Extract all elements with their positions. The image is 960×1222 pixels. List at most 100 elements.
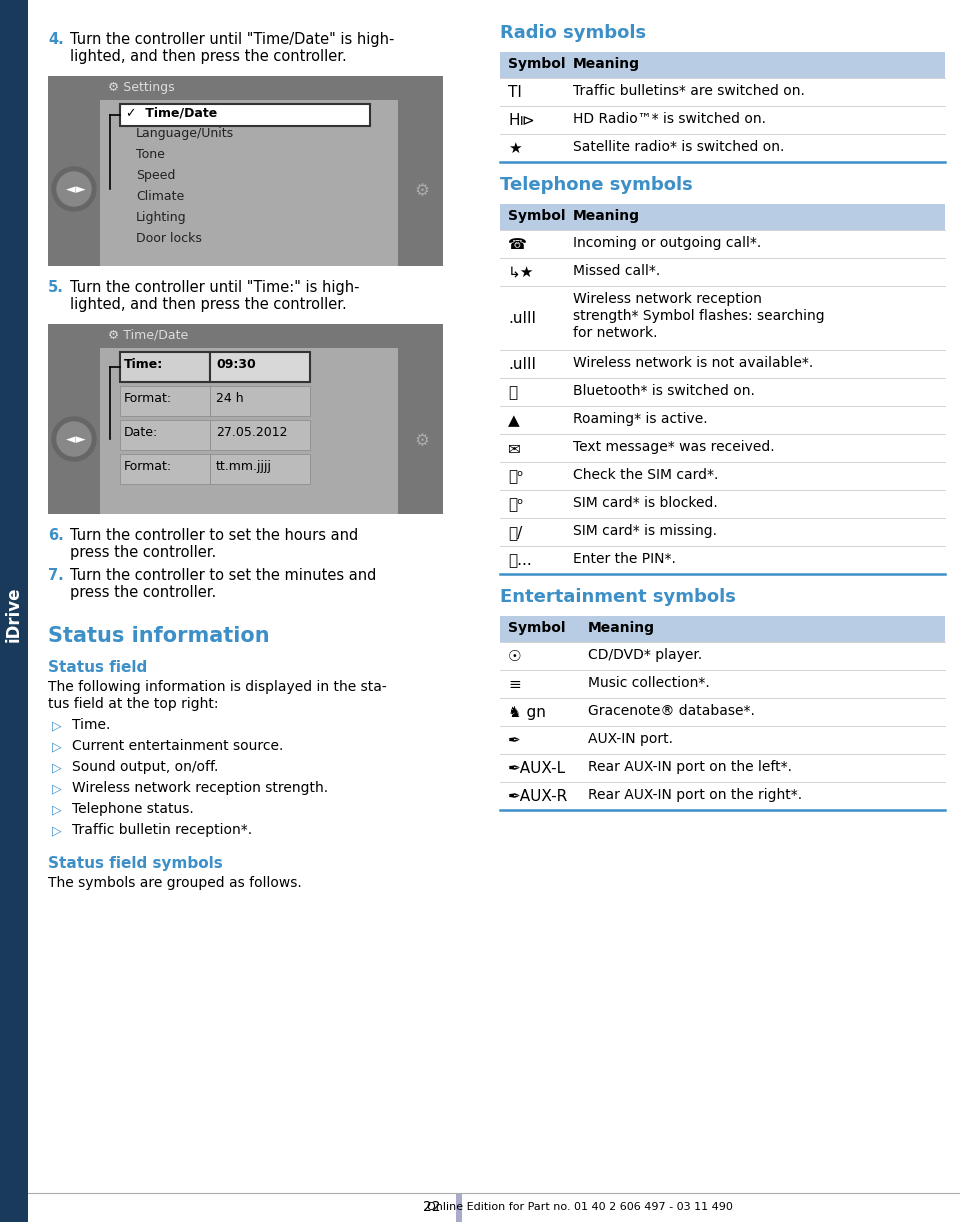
Text: tus field at the top right:: tus field at the top right: bbox=[48, 697, 219, 711]
Text: ⎓...: ⎓... bbox=[508, 554, 532, 568]
Text: ◄: ◄ bbox=[66, 433, 76, 446]
Circle shape bbox=[57, 422, 91, 456]
Bar bbox=[48, 324, 100, 514]
Bar bbox=[500, 204, 945, 230]
Text: Meaning: Meaning bbox=[573, 209, 640, 222]
Text: H⧐: H⧐ bbox=[508, 112, 535, 128]
Bar bbox=[120, 420, 210, 450]
Text: Status field: Status field bbox=[48, 660, 147, 675]
Text: 24 h: 24 h bbox=[216, 392, 244, 404]
Text: The symbols are grouped as follows.: The symbols are grouped as follows. bbox=[48, 876, 301, 890]
Text: Status field symbols: Status field symbols bbox=[48, 855, 223, 871]
Text: 09:30: 09:30 bbox=[216, 358, 255, 371]
Bar bbox=[500, 616, 945, 642]
Text: .uIII: .uIII bbox=[508, 357, 536, 371]
Bar bbox=[500, 53, 945, 78]
Text: Time:: Time: bbox=[124, 358, 163, 371]
Text: lighted, and then press the controller.: lighted, and then press the controller. bbox=[70, 297, 347, 312]
Text: Missed call*.: Missed call*. bbox=[573, 264, 660, 277]
Text: Entertainment symbols: Entertainment symbols bbox=[500, 588, 736, 606]
Text: Online Edition for Part no. 01 40 2 606 497 - 03 11 490: Online Edition for Part no. 01 40 2 606 … bbox=[427, 1202, 732, 1212]
Text: press the controller.: press the controller. bbox=[70, 585, 216, 600]
Text: 5.: 5. bbox=[48, 280, 64, 295]
Text: ▷: ▷ bbox=[52, 719, 61, 732]
Text: Symbol: Symbol bbox=[508, 209, 565, 222]
Text: ⎓/: ⎓/ bbox=[508, 525, 522, 540]
Text: Wireless network is not available*.: Wireless network is not available*. bbox=[573, 356, 813, 370]
Text: Current entertainment source.: Current entertainment source. bbox=[72, 739, 283, 753]
Text: ▷: ▷ bbox=[52, 782, 61, 796]
Text: Wireless network reception: Wireless network reception bbox=[573, 292, 762, 306]
Text: Satellite radio* is switched on.: Satellite radio* is switched on. bbox=[573, 141, 784, 154]
Text: AUX-IN port.: AUX-IN port. bbox=[588, 732, 673, 745]
Text: press the controller.: press the controller. bbox=[70, 545, 216, 560]
Text: ▷: ▷ bbox=[52, 824, 61, 837]
Text: Lighting: Lighting bbox=[136, 211, 186, 224]
Text: Speed: Speed bbox=[136, 169, 176, 182]
Text: Telephone status.: Telephone status. bbox=[72, 802, 194, 816]
Text: ⎓ᵒ: ⎓ᵒ bbox=[508, 497, 523, 512]
Bar bbox=[48, 76, 443, 266]
Text: Format:: Format: bbox=[124, 392, 172, 404]
Text: ☎: ☎ bbox=[508, 237, 527, 252]
Text: strength* Symbol flashes: searching: strength* Symbol flashes: searching bbox=[573, 309, 825, 323]
Text: ⚙ Time/Date: ⚙ Time/Date bbox=[108, 329, 188, 342]
Bar bbox=[100, 348, 398, 514]
Text: CD/DVD* player.: CD/DVD* player. bbox=[588, 648, 703, 662]
Bar bbox=[0, 0, 28, 1222]
Circle shape bbox=[52, 417, 96, 461]
Text: ★: ★ bbox=[508, 141, 521, 156]
Text: ►: ► bbox=[76, 183, 85, 196]
Text: Climate: Climate bbox=[136, 189, 184, 203]
Text: ⚙ Settings: ⚙ Settings bbox=[108, 81, 175, 94]
Bar bbox=[100, 76, 398, 100]
Text: for network.: for network. bbox=[573, 326, 658, 340]
Bar bbox=[398, 76, 443, 266]
Text: Rear AUX-IN port on the right*.: Rear AUX-IN port on the right*. bbox=[588, 788, 803, 802]
Text: ✒AUX-L: ✒AUX-L bbox=[508, 761, 566, 776]
Text: Language/Units: Language/Units bbox=[136, 127, 234, 141]
Text: Format:: Format: bbox=[124, 459, 172, 473]
Bar bbox=[100, 100, 398, 266]
Bar bbox=[48, 76, 100, 266]
Text: Check the SIM card*.: Check the SIM card*. bbox=[573, 468, 718, 481]
Text: tt.mm.jjjj: tt.mm.jjjj bbox=[216, 459, 272, 473]
Text: Music collection*.: Music collection*. bbox=[588, 676, 709, 690]
Circle shape bbox=[403, 171, 439, 207]
Text: Wireless network reception strength.: Wireless network reception strength. bbox=[72, 781, 328, 796]
Text: Telephone symbols: Telephone symbols bbox=[500, 176, 693, 194]
Text: Gracenote® database*.: Gracenote® database*. bbox=[588, 704, 755, 719]
Text: SIM card* is missing.: SIM card* is missing. bbox=[573, 524, 717, 538]
Circle shape bbox=[57, 172, 91, 207]
Text: ⎓ᵒ: ⎓ᵒ bbox=[508, 469, 523, 484]
Text: .uIII: .uIII bbox=[508, 312, 536, 326]
Text: Radio symbols: Radio symbols bbox=[500, 24, 646, 42]
Text: Status information: Status information bbox=[48, 626, 270, 646]
Bar bbox=[48, 324, 443, 514]
Bar bbox=[120, 455, 210, 484]
Bar bbox=[120, 352, 210, 382]
Text: Rear AUX-IN port on the left*.: Rear AUX-IN port on the left*. bbox=[588, 760, 792, 774]
Text: Roaming* is active.: Roaming* is active. bbox=[573, 412, 708, 426]
Text: ≡: ≡ bbox=[508, 677, 520, 692]
Bar bbox=[398, 324, 443, 514]
Text: Tone: Tone bbox=[136, 148, 165, 161]
Text: ✒: ✒ bbox=[508, 733, 520, 748]
Text: Date:: Date: bbox=[124, 426, 158, 439]
Text: Turn the controller to set the minutes and: Turn the controller to set the minutes a… bbox=[70, 568, 376, 583]
Text: 4.: 4. bbox=[48, 32, 63, 46]
Bar bbox=[210, 352, 310, 382]
Text: Door locks: Door locks bbox=[136, 232, 202, 244]
Text: Traffic bulletin reception*.: Traffic bulletin reception*. bbox=[72, 822, 252, 837]
Text: Turn the controller to set the hours and: Turn the controller to set the hours and bbox=[70, 528, 358, 543]
Text: Meaning: Meaning bbox=[588, 621, 655, 635]
Text: Ⓑ: Ⓑ bbox=[508, 385, 517, 400]
Bar bbox=[100, 324, 398, 348]
Text: Meaning: Meaning bbox=[573, 57, 640, 71]
Text: ♞ gn: ♞ gn bbox=[508, 705, 546, 720]
Circle shape bbox=[52, 167, 96, 211]
Text: 22: 22 bbox=[422, 1200, 440, 1213]
Text: ✓  Time/Date: ✓ Time/Date bbox=[126, 106, 217, 119]
Text: ▷: ▷ bbox=[52, 803, 61, 816]
Bar bbox=[120, 104, 370, 126]
